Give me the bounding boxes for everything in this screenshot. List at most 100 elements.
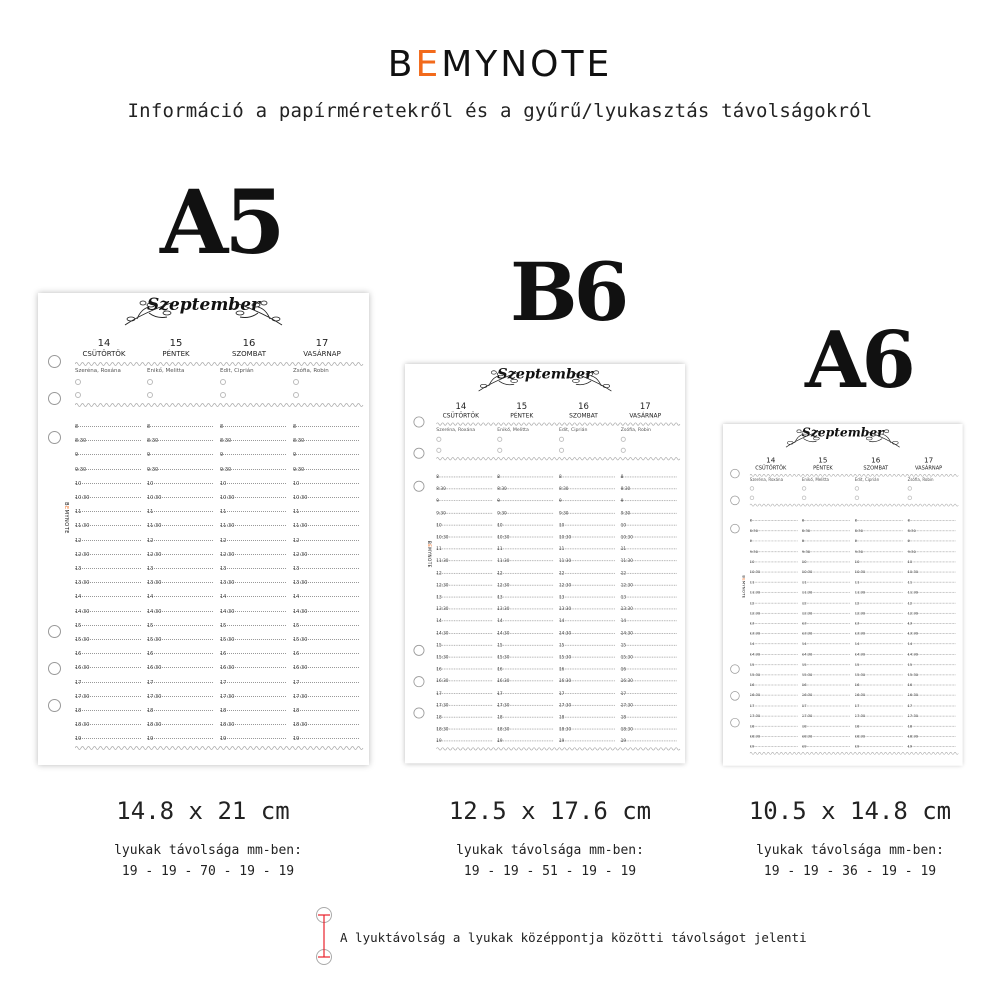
checkbox[interactable]: [75, 379, 81, 385]
time-row: 11:30: [558, 550, 615, 564]
time-label: 8: [801, 518, 805, 524]
time-row: 18:30: [558, 718, 615, 732]
time-label: 9:30: [497, 510, 507, 516]
time-row: 18:30: [293, 711, 359, 728]
checkbox[interactable]: [147, 392, 153, 398]
time-row: 16: [801, 675, 850, 688]
time-label: 17:30: [75, 693, 90, 700]
time-label: 17:30: [907, 714, 919, 719]
time-label: 12: [497, 570, 503, 577]
time-label: 16:30: [497, 679, 510, 685]
day-number: 17: [639, 402, 651, 412]
checkbox[interactable]: [801, 495, 807, 501]
checkbox[interactable]: [854, 486, 860, 491]
time-row: 15:30: [497, 646, 554, 661]
time-row: 13:30: [220, 569, 286, 586]
time-label: 17:30: [854, 714, 866, 719]
checkbox[interactable]: [497, 447, 503, 453]
branch-ornament-icon: [866, 429, 900, 448]
time-row: 9:30: [220, 456, 286, 473]
time-row: 14: [293, 583, 359, 600]
checkbox[interactable]: [749, 486, 755, 491]
checkbox[interactable]: [436, 436, 442, 442]
checkbox[interactable]: [293, 392, 299, 398]
time-label: 19: [907, 745, 913, 750]
checkbox[interactable]: [147, 379, 153, 385]
time-label: 12:30: [497, 582, 510, 589]
checkbox[interactable]: [854, 495, 860, 501]
time-label: 19: [620, 739, 627, 745]
time-row: 9:30: [854, 542, 903, 554]
time-row: 12:30: [220, 541, 286, 558]
checkbox[interactable]: [497, 436, 503, 442]
time-label: 17: [749, 703, 755, 709]
checkbox[interactable]: [220, 392, 226, 398]
time-label: 14: [558, 618, 565, 625]
time-label: 12: [620, 570, 627, 577]
checkbox[interactable]: [558, 447, 565, 453]
time-row: 14:30: [749, 645, 798, 657]
checkbox[interactable]: [620, 447, 626, 453]
time-row: 14:30: [497, 622, 554, 637]
hole-info-b6: lyukak távolsága mm-ben: 19 - 19 - 51 - 1…: [445, 840, 655, 882]
time-label: 15: [749, 662, 755, 668]
day-number: 15: [169, 338, 183, 349]
time-label: 10:30: [907, 570, 919, 575]
punch-hole: [730, 691, 740, 701]
checkbox[interactable]: [620, 436, 626, 442]
time-label: 11: [854, 580, 860, 585]
time-row: 17:30: [749, 706, 798, 719]
checkbox[interactable]: [907, 486, 912, 491]
time-label: 17: [436, 691, 442, 697]
planner-page-a5: Szeptember 14 CSÜTÖRTÖK Szeréna, Roxána 8 8:3…: [38, 293, 369, 765]
side-logo: BEMYNOTE: [426, 540, 432, 568]
time-row: 13: [147, 555, 213, 572]
time-label: 16: [75, 651, 82, 658]
day-number: 14: [97, 338, 111, 349]
time-label: 13:30: [75, 580, 90, 587]
time-row: 13:30: [801, 624, 850, 636]
checkbox[interactable]: [749, 495, 755, 501]
time-label: 10:30: [801, 570, 813, 575]
time-label: 8:30: [293, 438, 305, 445]
time-row: 10: [220, 470, 286, 487]
time-row: 15: [436, 634, 493, 648]
time-label: 14:30: [497, 630, 510, 637]
time-label: 10: [497, 522, 503, 528]
checkbox[interactable]: [220, 379, 226, 385]
time-label: 9: [620, 498, 624, 504]
time-label: 8: [436, 474, 439, 480]
checkbox[interactable]: [558, 436, 565, 442]
time-row: 16:30: [147, 654, 213, 671]
time-label: 13: [749, 621, 755, 626]
time-label: 14: [220, 594, 227, 601]
time-row: 9: [749, 531, 798, 544]
time-label: 15:30: [497, 655, 510, 661]
time-label: 17: [220, 679, 227, 686]
time-label: 19: [75, 736, 82, 743]
time-label: 13: [497, 594, 503, 601]
time-row: 10: [436, 514, 493, 528]
time-label: 17:30: [147, 693, 162, 700]
checkbox[interactable]: [75, 392, 81, 398]
time-label: 8: [497, 474, 500, 480]
time-row: 16: [436, 658, 493, 672]
time-row: 9: [558, 490, 615, 504]
day-number: 15: [818, 456, 828, 465]
checkbox[interactable]: [801, 486, 807, 491]
time-row: 15:30: [436, 646, 493, 660]
time-row: 13: [293, 555, 359, 572]
time-label: 13:30: [147, 580, 162, 587]
checkbox[interactable]: [436, 447, 442, 453]
checkbox[interactable]: [293, 379, 299, 385]
time-row: 16:30: [558, 670, 615, 684]
time-label: 8:30: [436, 486, 446, 492]
time-row: 16: [558, 658, 615, 672]
time-label: 11: [620, 546, 627, 552]
time-row: 17: [75, 669, 141, 686]
time-label: 18: [75, 708, 82, 714]
time-label: 13: [436, 594, 442, 601]
punch-hole: [413, 480, 425, 492]
checkbox[interactable]: [907, 495, 912, 501]
time-label: 12:30: [293, 551, 308, 558]
